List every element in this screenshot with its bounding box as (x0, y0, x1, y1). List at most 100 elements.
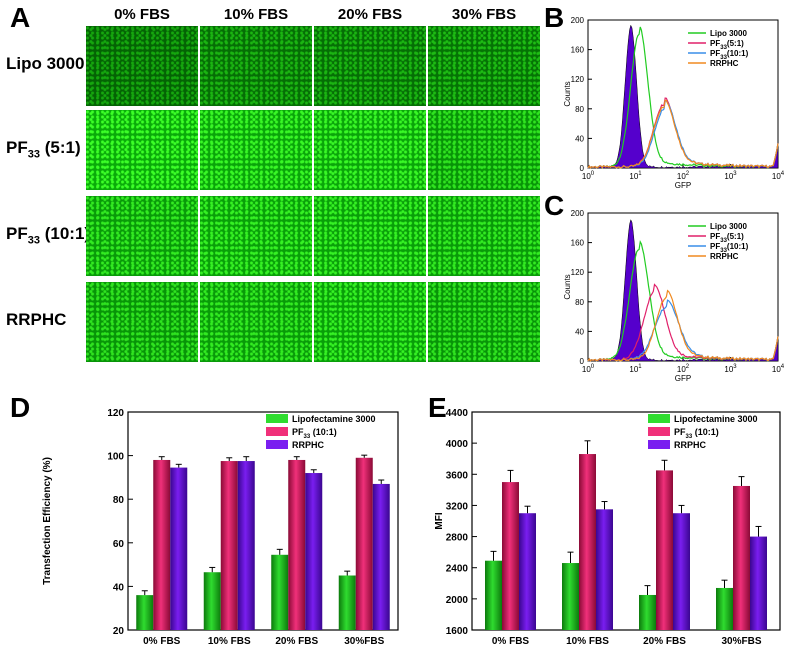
x-axis-label: GFP (675, 374, 691, 383)
micrograph-tile (200, 110, 312, 190)
bar (372, 483, 390, 630)
micrograph-tile (428, 196, 540, 276)
y-axis-label: Counts (563, 81, 572, 106)
y-axis-label: Transfection Efficiency (%) (42, 457, 53, 585)
transfection-efficiency-bar-chart: 20 40 60 80 100 120 Transfection Efficiency (%… (42, 408, 399, 647)
y-tick-label: 2800 (446, 533, 469, 544)
bar (485, 560, 502, 630)
legend-label: PF33 (10:1) (674, 427, 719, 440)
legend-label: Lipo 3000 (710, 29, 747, 38)
bar (136, 595, 154, 630)
legend-label: Lipofectamine 3000 (292, 414, 376, 424)
micrograph-tile (428, 110, 540, 190)
panel-c-letter: C (544, 190, 565, 221)
bar (579, 454, 596, 630)
plot-frame (587, 19, 779, 169)
series-line (587, 99, 779, 169)
bar (237, 461, 255, 630)
bar (750, 536, 767, 630)
column-header: 20% FBS (337, 6, 403, 23)
y-tick-label: 4000 (446, 439, 469, 450)
bar (673, 513, 690, 630)
row-header: PF33 (5:1) (6, 138, 81, 161)
y-tick-label: 2400 (446, 564, 469, 575)
x-tick-label: 100 (582, 171, 595, 181)
bar (733, 485, 750, 630)
category-label: 20% FBS (275, 636, 318, 647)
micrograph-tile (314, 26, 426, 106)
flow-histogram-b: 0 40 80 120 160 200 100 101 102 103 104 GFP Counts Li… (563, 16, 785, 190)
y-tick-label: 0 (580, 164, 585, 173)
series-line (587, 283, 779, 362)
panel-a-letter: A (10, 2, 31, 33)
legend-label: PF33 (10:1) (292, 427, 337, 440)
y-tick-label: 40 (575, 134, 584, 143)
x-tick-label: 100 (582, 364, 595, 374)
category-label: 30%FBS (721, 636, 761, 647)
series-line (587, 239, 779, 362)
series-line (587, 299, 779, 362)
y-tick-label: 120 (107, 408, 124, 419)
legend-label: RRPHC (292, 440, 325, 450)
y-tick-label: 1600 (446, 626, 469, 637)
x-tick-label: 104 (772, 171, 785, 181)
mfi-bar-chart: 1600 2000 2400 2800 3200 3600 4000 4400 MFI 0% FB… (434, 408, 781, 647)
micrograph-tile (86, 196, 198, 276)
y-tick-label: 80 (575, 298, 584, 307)
series-line (587, 289, 779, 362)
y-tick-label: 120 (571, 268, 585, 277)
control-histogram (587, 24, 779, 169)
y-tick-label: 100 (107, 452, 124, 463)
x-tick-label: 101 (629, 364, 642, 374)
x-tick-label: 102 (677, 364, 690, 374)
bar (170, 467, 188, 630)
micrograph-tile (86, 282, 198, 362)
y-tick-label: 20 (113, 626, 125, 637)
micrograph-tile (86, 110, 198, 190)
flow-histogram-c: 0 40 80 120 160 200 100 101 102 103 104 GFP Counts Li… (563, 209, 785, 383)
legend-label: RRPHC (710, 59, 739, 68)
legend-label: RRPHC (674, 440, 707, 450)
bar (338, 575, 356, 630)
column-header: 0% FBS (114, 6, 170, 23)
legend-label: Lipofectamine 3000 (674, 414, 758, 424)
x-tick-label: 103 (724, 364, 737, 374)
bar (203, 572, 221, 630)
panel-e-letter: E (428, 392, 447, 423)
y-tick-label: 3600 (446, 470, 469, 481)
plot-frame (587, 212, 779, 362)
bar (502, 482, 519, 630)
series-line (587, 99, 779, 169)
legend-swatch (648, 414, 670, 423)
bar (519, 513, 536, 630)
category-label: 20% FBS (643, 636, 686, 647)
bar (656, 470, 673, 630)
micrograph-tile (314, 282, 426, 362)
category-label: 0% FBS (143, 636, 181, 647)
bar (596, 509, 613, 630)
legend-swatch (648, 427, 670, 436)
row-header: Lipo 3000 (6, 54, 85, 73)
legend-swatch (266, 427, 288, 436)
y-tick-label: 160 (571, 46, 585, 55)
bar (305, 473, 323, 630)
x-tick-label: 101 (629, 171, 642, 181)
control-histogram (587, 219, 779, 362)
micrograph-tile (314, 196, 426, 276)
panel-d-letter: D (10, 392, 31, 423)
legend-swatch (648, 440, 670, 449)
micrograph-tile (86, 26, 198, 106)
legend-label: PF33(5:1) (710, 232, 744, 244)
y-tick-label: 80 (113, 495, 125, 506)
micrograph-tile (428, 26, 540, 106)
y-tick-label: 0 (580, 357, 585, 366)
plot-frame (471, 411, 781, 631)
y-tick-label: 3200 (446, 501, 469, 512)
row-header: RRPHC (6, 310, 67, 329)
bar (355, 457, 373, 630)
y-tick-label: 80 (575, 105, 584, 114)
x-tick-label: 102 (677, 171, 690, 181)
category-label: 10% FBS (566, 636, 609, 647)
micrograph-tile (314, 110, 426, 190)
y-axis-label: Counts (563, 274, 572, 299)
